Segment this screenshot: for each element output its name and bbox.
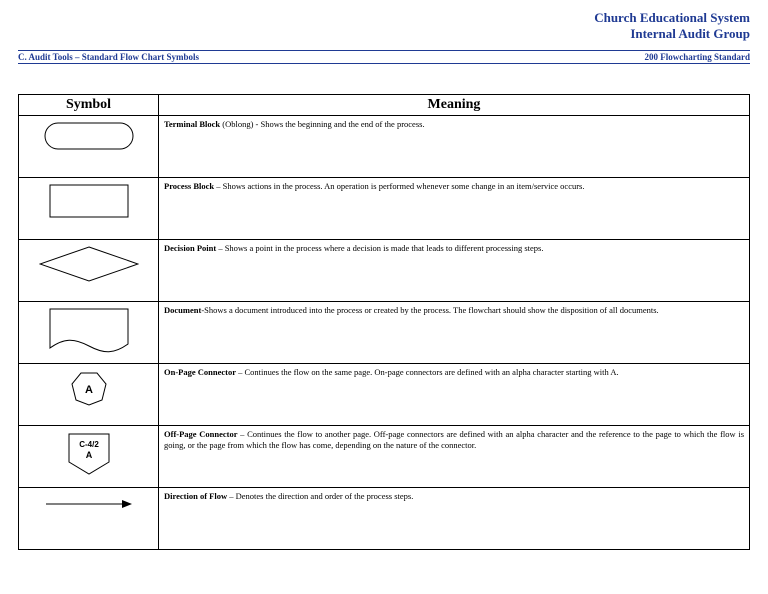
meaning-cell: Process Block – Shows actions in the pro…: [159, 178, 750, 240]
header-title-1: Church Educational System: [18, 10, 750, 26]
symbol-terminal: [19, 116, 159, 178]
desc: Shows a document introduced into the pro…: [204, 305, 659, 315]
subheader-left: C. Audit Tools – Standard Flow Chart Sym…: [18, 52, 199, 62]
desc: Shows actions in the process. An operati…: [223, 181, 585, 191]
desc: Continues the flow to another page. Off-…: [164, 429, 744, 450]
meaning-cell: Document-Shows a document introduced int…: [159, 302, 750, 364]
symbol-document: [19, 302, 159, 364]
desc: Shows the beginning and the end of the p…: [261, 119, 425, 129]
svg-text:C-4/2: C-4/2: [79, 440, 99, 449]
term: Document: [164, 305, 201, 315]
svg-text:A: A: [85, 384, 93, 396]
table-row: Document-Shows a document introduced int…: [19, 302, 750, 364]
sep: –: [214, 181, 223, 191]
decision-icon: [39, 246, 139, 282]
onpage-icon: A: [69, 370, 109, 406]
process-icon: [49, 184, 129, 218]
symbol-offpage: C-4/2 A: [19, 426, 159, 488]
header-title-2: Internal Audit Group: [18, 26, 750, 42]
meaning-cell: Decision Point – Shows a point in the pr…: [159, 240, 750, 302]
term: Terminal Block: [164, 119, 220, 129]
terminal-icon: [44, 122, 134, 150]
document-icon: [49, 308, 129, 354]
meaning-cell: Terminal Block (Oblong) - Shows the begi…: [159, 116, 750, 178]
col-header-symbol: Symbol: [19, 95, 159, 116]
subheader-bar: C. Audit Tools – Standard Flow Chart Sym…: [18, 50, 750, 64]
term: Off-Page Connector: [164, 429, 237, 439]
sep: –: [216, 243, 225, 253]
table-row: A On-Page Connector – Continues the flow…: [19, 364, 750, 426]
subheader-right: 200 Flowcharting Standard: [644, 52, 750, 62]
sep: (Oblong) -: [220, 119, 260, 129]
page-header: Church Educational System Internal Audit…: [18, 10, 750, 42]
sep: –: [236, 367, 245, 377]
symbols-table: Symbol Meaning Terminal Block (Oblong) -…: [18, 94, 750, 550]
term: Decision Point: [164, 243, 216, 253]
col-header-meaning: Meaning: [159, 95, 750, 116]
sep: –: [237, 429, 247, 439]
meaning-cell: Direction of Flow – Denotes the directio…: [159, 488, 750, 550]
desc: Continues the flow on the same page. On-…: [245, 367, 619, 377]
sep: –: [227, 491, 236, 501]
term: Process Block: [164, 181, 214, 191]
table-row: C-4/2 A Off-Page Connector – Continues t…: [19, 426, 750, 488]
svg-text:A: A: [85, 450, 92, 460]
meaning-cell: On-Page Connector – Continues the flow o…: [159, 364, 750, 426]
table-row: Terminal Block (Oblong) - Shows the begi…: [19, 116, 750, 178]
meaning-cell: Off-Page Connector – Continues the flow …: [159, 426, 750, 488]
term: On-Page Connector: [164, 367, 236, 377]
arrow-icon: [44, 494, 134, 514]
symbol-decision: [19, 240, 159, 302]
symbol-arrow: [19, 488, 159, 550]
term: Direction of Flow: [164, 491, 227, 501]
symbol-onpage: A: [19, 364, 159, 426]
table-row: Direction of Flow – Denotes the directio…: [19, 488, 750, 550]
table-row: Decision Point – Shows a point in the pr…: [19, 240, 750, 302]
offpage-icon: C-4/2 A: [67, 432, 111, 476]
symbol-process: [19, 178, 159, 240]
desc: Denotes the direction and order of the p…: [236, 491, 414, 501]
desc: Shows a point in the process where a dec…: [225, 243, 544, 253]
table-row: Process Block – Shows actions in the pro…: [19, 178, 750, 240]
